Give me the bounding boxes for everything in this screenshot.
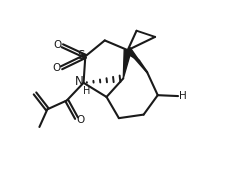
Text: N: N	[75, 75, 84, 88]
Polygon shape	[123, 50, 131, 78]
Text: O: O	[76, 115, 84, 125]
Text: O: O	[52, 63, 61, 73]
Text: H: H	[179, 91, 186, 101]
Text: S: S	[77, 49, 84, 62]
Text: H: H	[83, 86, 90, 96]
Polygon shape	[125, 48, 139, 61]
Text: O: O	[53, 40, 62, 50]
